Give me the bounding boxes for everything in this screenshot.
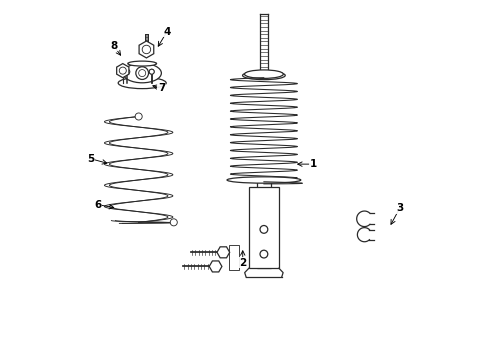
Text: 1: 1 — [309, 159, 316, 169]
Text: 8: 8 — [110, 41, 117, 51]
Circle shape — [124, 69, 130, 74]
Ellipse shape — [123, 63, 161, 83]
FancyBboxPatch shape — [248, 187, 278, 268]
Text: 3: 3 — [395, 203, 403, 213]
FancyBboxPatch shape — [257, 180, 270, 268]
Text: 5: 5 — [87, 154, 95, 164]
Text: 4: 4 — [163, 27, 170, 37]
Circle shape — [260, 250, 267, 258]
Circle shape — [260, 225, 267, 233]
Ellipse shape — [244, 70, 283, 78]
Circle shape — [149, 69, 154, 74]
Ellipse shape — [226, 177, 300, 183]
Circle shape — [149, 69, 154, 74]
Ellipse shape — [127, 61, 156, 66]
Text: 6: 6 — [94, 200, 102, 210]
Circle shape — [136, 67, 148, 80]
Circle shape — [139, 69, 145, 77]
Text: 7: 7 — [158, 83, 165, 93]
Ellipse shape — [118, 77, 166, 89]
Text: 2: 2 — [239, 258, 246, 268]
Ellipse shape — [242, 71, 285, 80]
Circle shape — [135, 113, 142, 120]
Circle shape — [170, 219, 177, 226]
